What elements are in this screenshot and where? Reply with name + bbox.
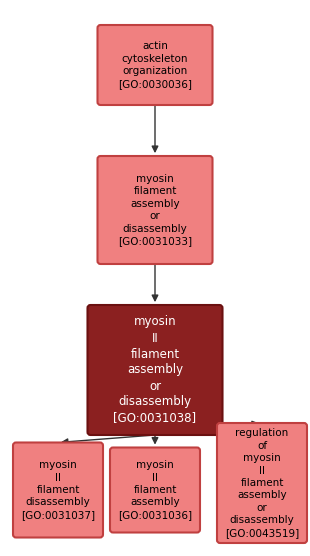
Text: actin
cytoskeleton
organization
[GO:0030036]: actin cytoskeleton organization [GO:0030…: [118, 41, 192, 88]
FancyBboxPatch shape: [110, 448, 200, 533]
FancyBboxPatch shape: [98, 156, 212, 264]
Text: myosin
II
filament
disassembly
[GO:0031037]: myosin II filament disassembly [GO:00310…: [21, 460, 95, 520]
FancyBboxPatch shape: [217, 423, 307, 543]
Text: myosin
II
filament
assembly
or
disassembly
[GO:0031038]: myosin II filament assembly or disassemb…: [113, 315, 197, 424]
Text: myosin
II
filament
assembly
[GO:0031036]: myosin II filament assembly [GO:0031036]: [118, 460, 192, 520]
Text: regulation
of
myosin
II
filament
assembly
or
disassembly
[GO:0043519]: regulation of myosin II filament assembl…: [225, 429, 299, 538]
FancyBboxPatch shape: [98, 25, 212, 105]
FancyBboxPatch shape: [13, 443, 103, 538]
Text: myosin
filament
assembly
or
disassembly
[GO:0031033]: myosin filament assembly or disassembly …: [118, 174, 192, 246]
FancyBboxPatch shape: [87, 305, 223, 435]
